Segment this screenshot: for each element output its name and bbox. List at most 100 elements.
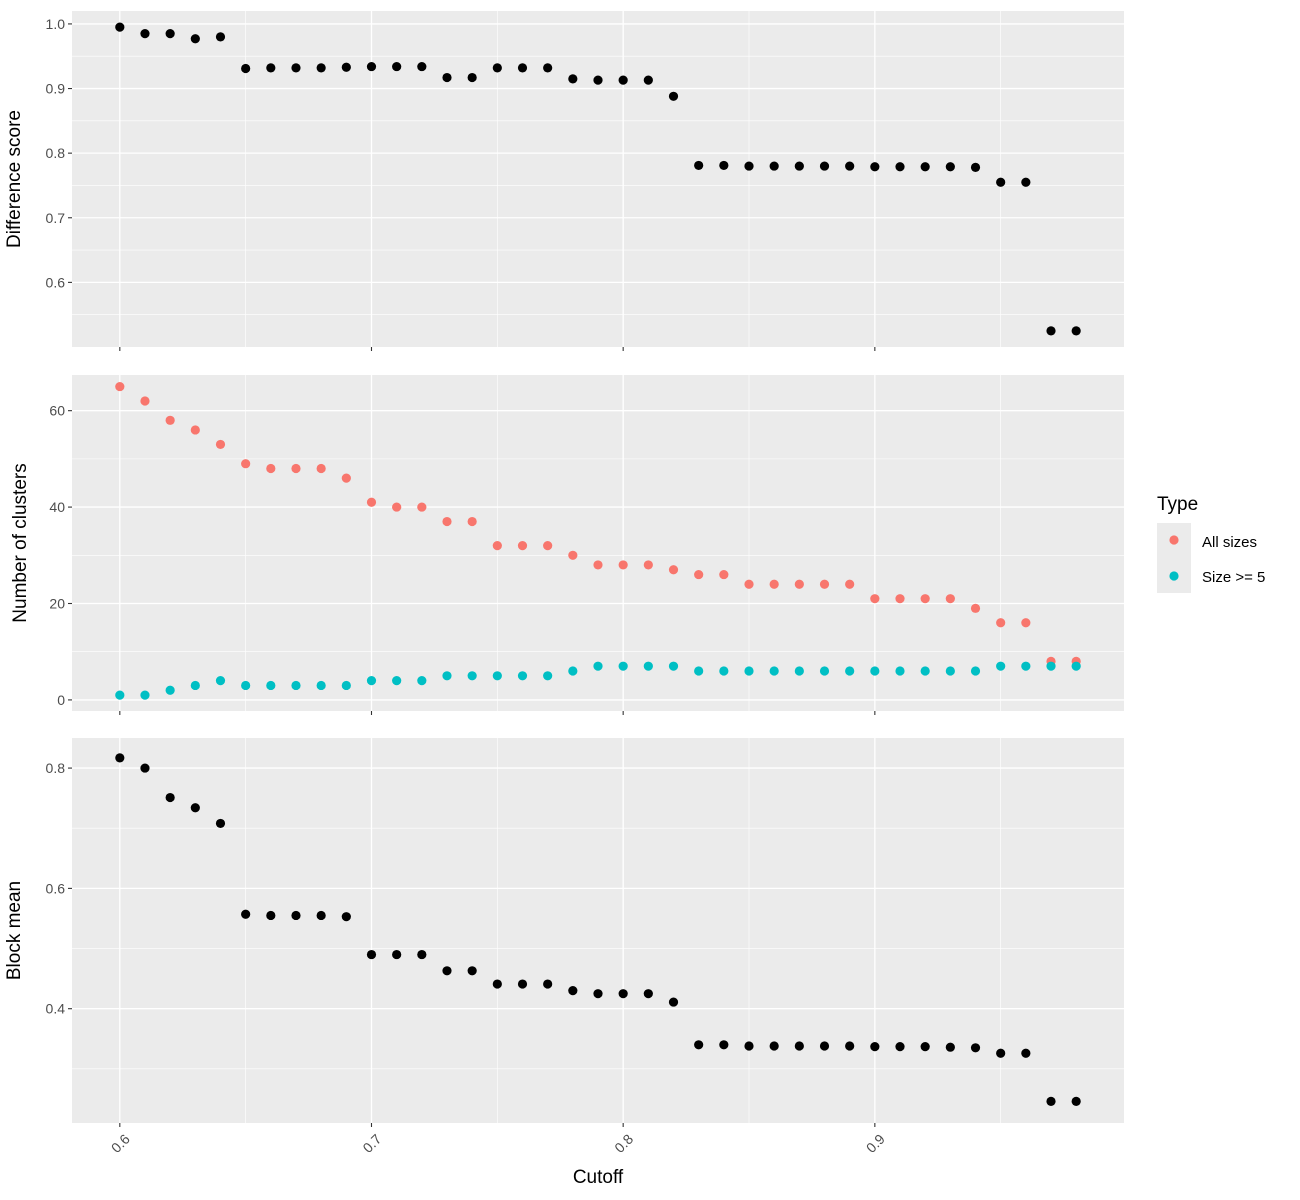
data-point-value: [568, 74, 578, 84]
data-point-value: [392, 949, 402, 960]
data-point-size-ge-5: [1071, 661, 1081, 671]
legend-label-size-ge-5: Size >= 5: [1202, 569, 1265, 586]
data-point-value: [593, 75, 603, 85]
data-point-size-ge-5: [341, 680, 351, 691]
data-point-value: [291, 63, 301, 73]
data-point-value: [241, 909, 251, 919]
data-point-value: [190, 803, 200, 813]
data-point-all-sizes: [920, 594, 930, 604]
data-point-size-ge-5: [694, 666, 704, 676]
data-point-value: [543, 63, 553, 73]
legend-key-background: [1157, 523, 1191, 593]
data-point-value: [467, 966, 477, 976]
data-point-value: [920, 1042, 930, 1052]
data-point-value: [719, 160, 729, 171]
y-tick-label: 0.6: [46, 880, 66, 896]
data-point-all-sizes: [568, 550, 578, 560]
data-point-all-sizes: [190, 425, 200, 435]
data-point-value: [392, 61, 402, 72]
data-point-value: [970, 162, 981, 172]
data-point-all-sizes: [870, 594, 880, 604]
data-point-size-ge-5: [1046, 661, 1056, 671]
data-point-value: [694, 160, 704, 171]
data-point-size-ge-5: [719, 666, 729, 676]
data-point-value: [1046, 1096, 1056, 1106]
data-point-size-ge-5: [215, 676, 226, 686]
data-point-all-sizes: [341, 473, 351, 483]
data-point-size-ge-5: [870, 666, 880, 676]
data-point-value: [794, 1041, 804, 1051]
data-point-value: [593, 989, 603, 999]
data-point-size-ge-5: [165, 685, 175, 695]
data-point-value: [341, 62, 351, 72]
data-point-value: [668, 997, 679, 1007]
data-point-all-sizes: [744, 579, 754, 589]
data-point-size-ge-5: [115, 690, 125, 700]
data-point-size-ge-5: [1021, 661, 1031, 671]
data-point-size-ge-5: [291, 680, 301, 691]
data-point-size-ge-5: [593, 661, 603, 671]
data-point-all-sizes: [442, 516, 452, 527]
data-point-size-ge-5: [316, 680, 326, 691]
data-point-size-ge-5: [140, 690, 150, 700]
data-point-size-ge-5: [442, 671, 452, 681]
data-point-value: [769, 161, 779, 171]
data-point-value: [870, 162, 880, 172]
data-point-all-sizes: [366, 497, 377, 507]
data-point-value: [719, 1040, 729, 1050]
legend-key-all-sizes: [1169, 535, 1179, 545]
y-tick-label: 0: [57, 692, 65, 708]
data-point-size-ge-5: [794, 666, 804, 676]
data-point-all-sizes: [215, 439, 226, 450]
y-axis-title: Difference score: [4, 110, 25, 248]
data-point-size-ge-5: [895, 666, 905, 676]
x-tick-label: 0.7: [359, 1131, 384, 1156]
data-point-size-ge-5: [417, 676, 427, 686]
data-point-value: [618, 989, 628, 999]
data-point-value: [316, 910, 326, 921]
y-tick-label: 0.9: [46, 81, 66, 97]
data-point-all-sizes: [819, 579, 830, 589]
data-point-all-sizes: [769, 579, 779, 589]
data-point-value: [492, 63, 502, 73]
panel-background-1: [72, 11, 1124, 347]
data-point-value: [316, 63, 326, 73]
data-point-value: [568, 986, 578, 996]
data-point-value: [996, 177, 1006, 187]
y-tick-label: 0.6: [46, 274, 66, 290]
y-tick-label: 0.4: [46, 1001, 66, 1017]
data-point-value: [517, 63, 528, 73]
data-point-value: [643, 989, 653, 999]
y-tick-label: 1.0: [46, 16, 66, 32]
data-point-value: [517, 979, 528, 989]
data-point-value: [215, 32, 226, 42]
data-point-all-sizes: [694, 569, 704, 580]
y-axis-title: Block mean: [4, 881, 25, 980]
data-point-all-sizes: [895, 594, 905, 604]
data-point-value: [190, 34, 200, 44]
y-tick-label: 0.8: [46, 145, 66, 161]
data-point-value: [668, 91, 679, 101]
data-point-value: [1021, 1048, 1031, 1058]
data-point-value: [241, 63, 251, 74]
data-point-all-sizes: [593, 560, 603, 570]
data-point-size-ge-5: [190, 680, 200, 691]
data-point-all-sizes: [417, 502, 427, 512]
data-point-value: [341, 912, 351, 922]
data-point-value: [945, 1042, 955, 1052]
data-point-value: [215, 818, 226, 829]
data-point-all-sizes: [266, 463, 276, 474]
data-point-value: [845, 161, 855, 171]
data-point-all-sizes: [492, 541, 502, 551]
data-point-value: [417, 61, 427, 72]
data-point-value: [115, 753, 125, 763]
data-point-value: [744, 161, 754, 171]
data-point-all-sizes: [241, 459, 251, 469]
data-point-size-ge-5: [517, 671, 528, 681]
data-point-all-sizes: [618, 560, 628, 570]
data-point-value: [140, 763, 150, 773]
data-point-size-ge-5: [970, 666, 981, 676]
data-point-value: [165, 29, 175, 39]
data-point-value: [895, 1042, 905, 1052]
